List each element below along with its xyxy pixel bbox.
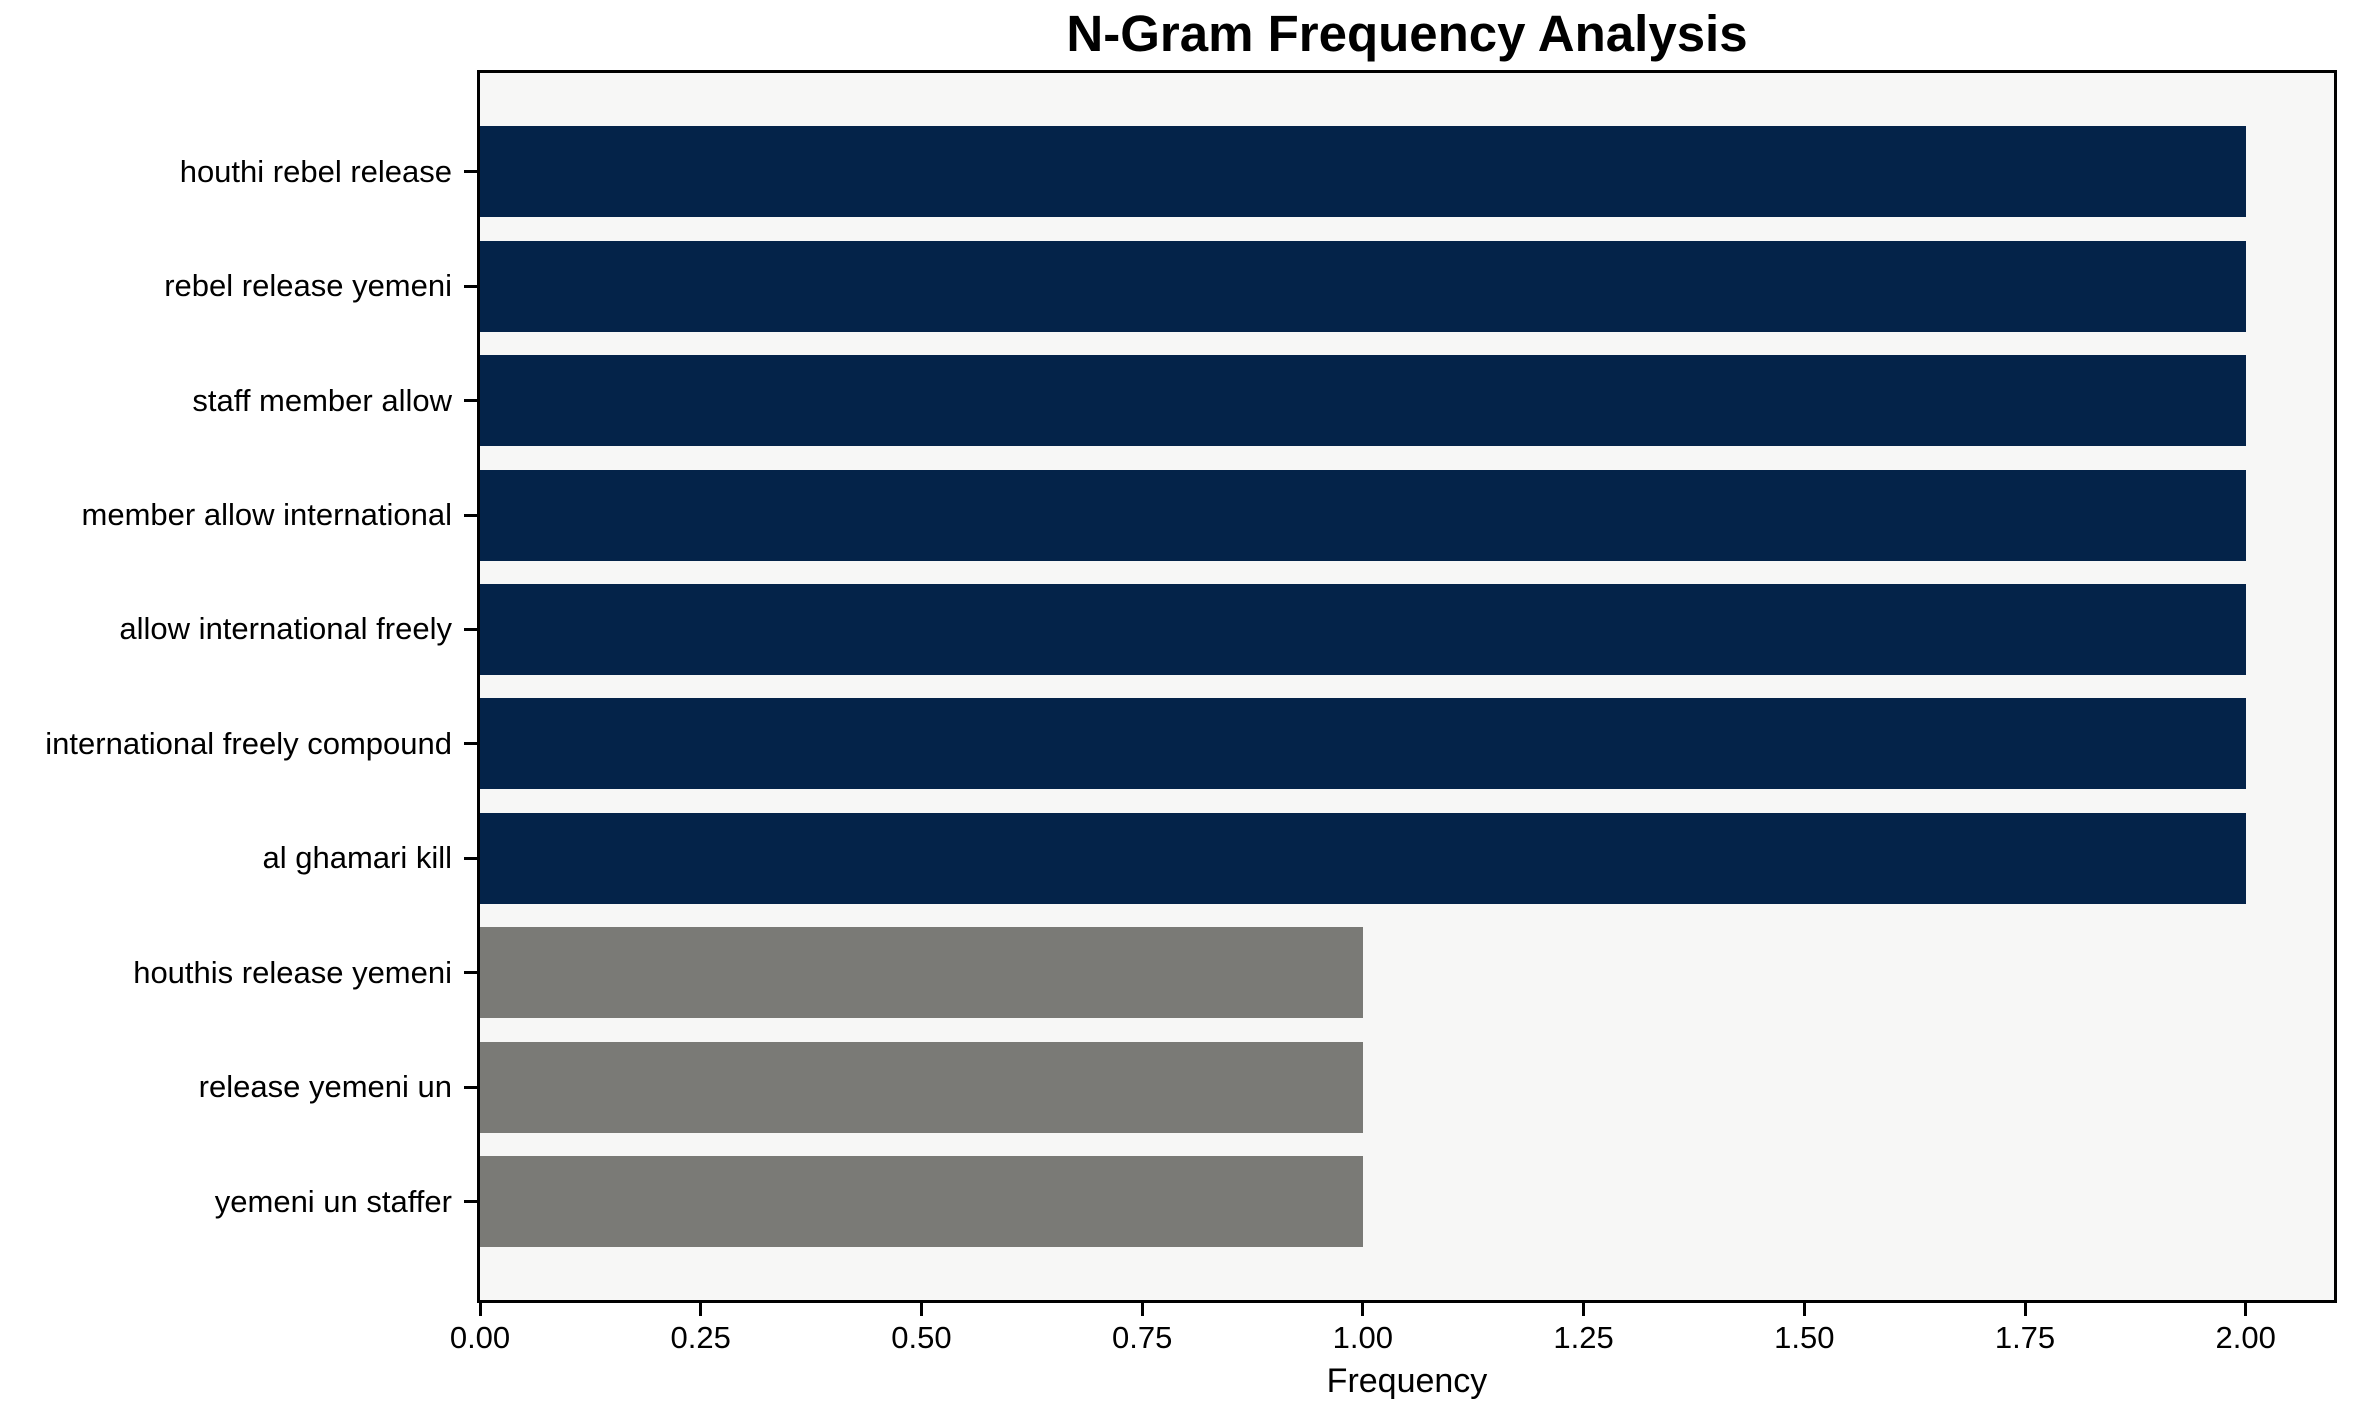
x-axis-tick [1361, 1303, 1365, 1316]
x-axis-tick [919, 1303, 923, 1316]
x-tick-label: 1.50 [1774, 1320, 1835, 1355]
plot-area [477, 70, 2337, 1303]
bar-allow-international-freely [480, 583, 2246, 675]
x-axis-label: Frequency [1326, 1362, 1488, 1400]
x-axis-tick [478, 1303, 482, 1316]
chart-title: N-Gram Frequency Analysis [1066, 5, 1748, 62]
x-axis-tick [699, 1303, 703, 1316]
y-axis-tick [464, 1200, 477, 1204]
y-axis-tick [464, 1085, 477, 1089]
x-tick-label: 0.00 [449, 1320, 511, 1355]
y-tick-label: rebel release yemeni [164, 268, 452, 304]
y-tick-label: international freely compound [45, 725, 452, 761]
bar-staff-member-allow [480, 355, 2246, 447]
x-tick-label: 0.25 [670, 1320, 731, 1355]
bar-release-yemeni-un [480, 1041, 1363, 1133]
y-axis-tick [464, 971, 477, 975]
y-tick-label: allow international freely [119, 611, 452, 647]
x-tick-label: 2.00 [2215, 1320, 2276, 1355]
bar-houthi-rebel-release [480, 126, 2246, 218]
x-tick-label: 1.75 [1994, 1320, 2056, 1355]
y-axis-tick [464, 513, 477, 517]
y-axis-tick [464, 170, 477, 174]
y-tick-label: houthis release yemeni [133, 954, 452, 990]
y-axis-tick [464, 627, 477, 631]
bar-houthis-release-yemeni [480, 927, 1363, 1019]
y-tick-label: release yemeni un [198, 1069, 452, 1105]
bar-member-allow-international [480, 469, 2246, 561]
y-tick-label: al ghamari kill [262, 840, 452, 876]
x-tick-label: 0.75 [1111, 1320, 1173, 1355]
bar-yemeni-un-staffer [480, 1156, 1363, 1248]
y-tick-label: member allow international [81, 497, 452, 533]
y-axis-tick [464, 284, 477, 288]
y-tick-label: houthi rebel release [179, 153, 452, 189]
y-tick-label: staff member allow [192, 382, 452, 418]
bar-international-freely-compound [480, 698, 2246, 790]
x-tick-label: 0.50 [891, 1320, 952, 1355]
x-tick-label: 1.00 [1332, 1320, 1394, 1355]
x-axis-tick [1582, 1303, 1586, 1316]
x-axis-tick [2023, 1303, 2027, 1316]
x-axis-tick [2244, 1303, 2248, 1316]
y-axis-tick [464, 856, 477, 860]
x-axis-tick [1802, 1303, 1806, 1316]
y-axis-tick [464, 399, 477, 403]
x-axis-tick [1140, 1303, 1144, 1316]
bar-al-ghamari-kill [480, 812, 2246, 904]
y-axis-tick [464, 742, 477, 746]
bar-rebel-release-yemeni [480, 240, 2246, 332]
y-tick-label: yemeni un staffer [214, 1183, 452, 1219]
x-tick-label: 1.25 [1553, 1320, 1614, 1355]
